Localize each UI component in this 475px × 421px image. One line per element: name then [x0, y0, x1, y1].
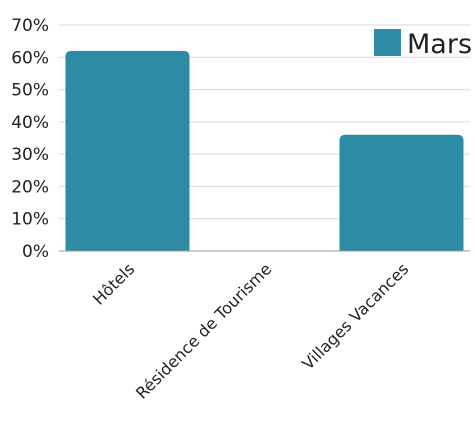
y-tick-label: 10%: [11, 210, 49, 230]
bar: [65, 50, 190, 252]
y-tick-label: 70%: [11, 16, 49, 36]
legend-swatch: [374, 29, 401, 56]
y-tick-label: 60%: [11, 48, 49, 68]
y-tick-label: 30%: [11, 145, 49, 165]
y-axis-tick-labels: 0% 10% 20% 30% 40% 50% 60% 70%: [11, 16, 49, 262]
legend: Mars: [374, 29, 472, 60]
y-tick-label: 0%: [22, 242, 49, 262]
bar: [339, 134, 464, 251]
x-tick-label: Résidence de Tourisme: [132, 259, 275, 402]
x-tick-label: Hôtels: [89, 259, 138, 308]
y-tick-label: 50%: [11, 81, 49, 101]
bars: [65, 50, 464, 252]
x-tick-label: Villages Vacances: [298, 259, 412, 373]
legend-label: Mars: [407, 29, 472, 60]
y-tick-label: 20%: [11, 177, 49, 197]
y-tick-label: 40%: [11, 113, 49, 133]
